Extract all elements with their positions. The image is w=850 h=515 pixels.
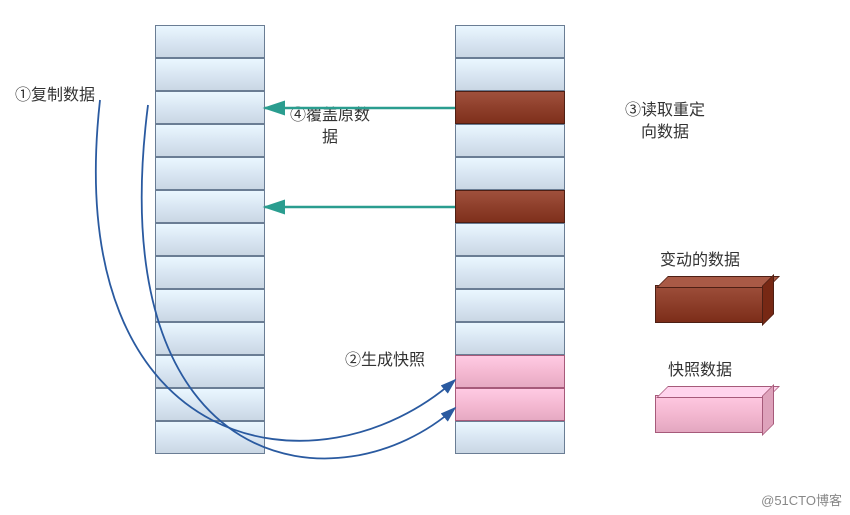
right-storage-stack	[455, 25, 565, 454]
storage-block	[455, 58, 565, 91]
storage-block	[455, 322, 565, 355]
storage-block	[155, 91, 265, 124]
storage-block	[455, 355, 565, 388]
storage-block	[455, 124, 565, 157]
legend-changed-swatch	[655, 285, 765, 323]
storage-block	[155, 58, 265, 91]
storage-block	[455, 223, 565, 256]
legend-snapshot-label: 快照数据	[668, 360, 732, 382]
storage-block	[155, 124, 265, 157]
label-copy-data: ①复制数据	[15, 85, 95, 107]
storage-block	[455, 289, 565, 322]
curve-copy-1	[96, 100, 455, 441]
storage-block	[455, 91, 565, 124]
storage-block	[155, 25, 265, 58]
storage-block	[455, 157, 565, 190]
storage-block	[155, 289, 265, 322]
storage-block	[155, 256, 265, 289]
storage-block	[155, 223, 265, 256]
label-read-redirect: ③读取重定 向数据	[625, 100, 705, 145]
storage-block	[155, 355, 265, 388]
storage-block	[155, 388, 265, 421]
storage-block	[155, 157, 265, 190]
storage-block	[455, 25, 565, 58]
legend-changed-label: 变动的数据	[660, 250, 740, 272]
storage-block	[155, 421, 265, 454]
label-overwrite: ④覆盖原数 据	[290, 105, 370, 150]
storage-block	[155, 322, 265, 355]
storage-block	[455, 421, 565, 454]
storage-block	[455, 256, 565, 289]
legend-snapshot-swatch	[655, 395, 765, 433]
label-create-snapshot: ②生成快照	[345, 350, 425, 372]
watermark: @51CTO博客	[761, 490, 842, 509]
storage-block	[455, 388, 565, 421]
storage-block	[455, 190, 565, 223]
left-storage-stack	[155, 25, 265, 454]
storage-block	[155, 190, 265, 223]
